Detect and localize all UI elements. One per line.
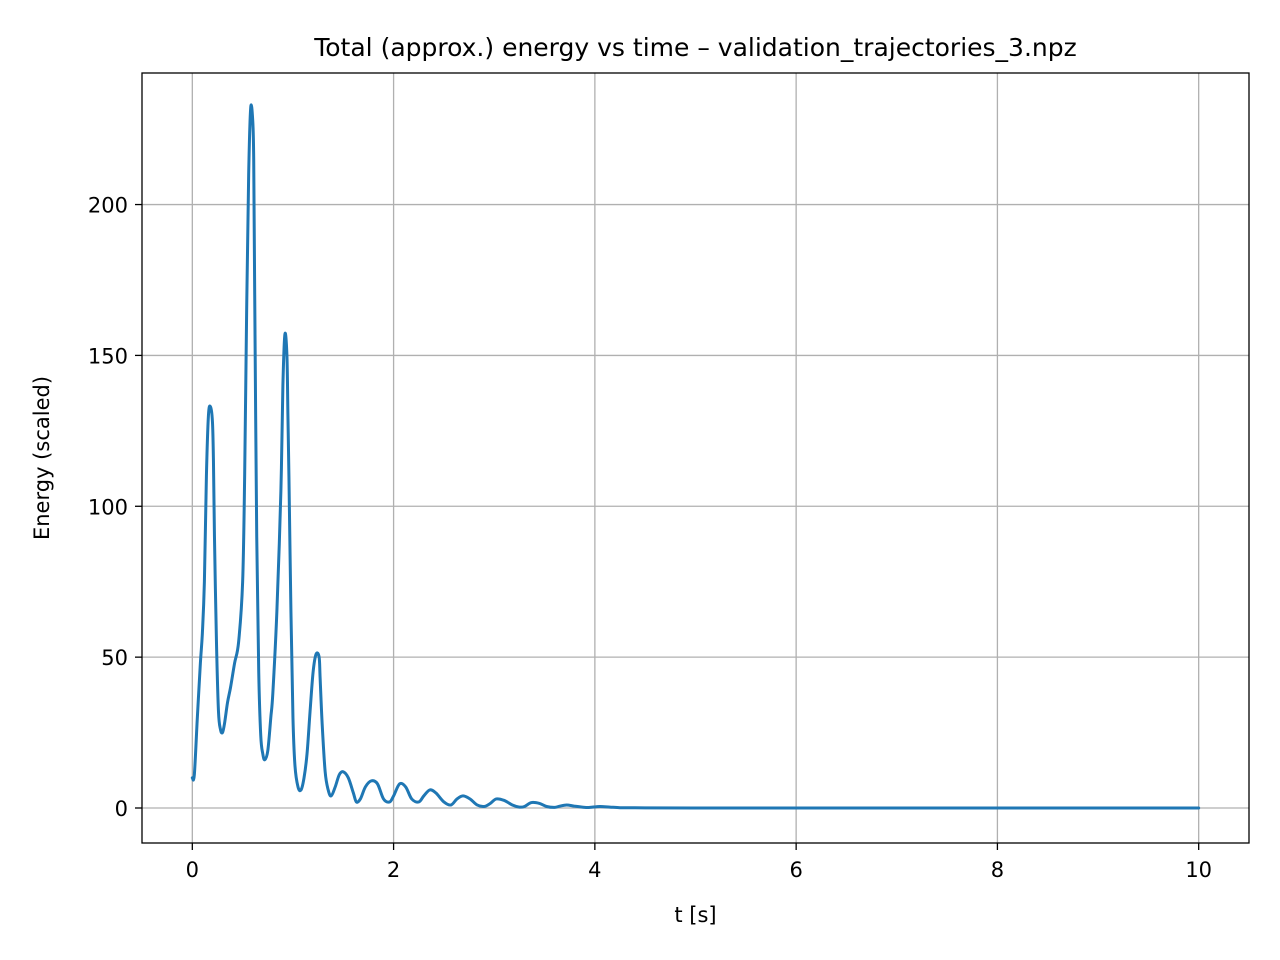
y-tick-label: 150 bbox=[88, 344, 128, 368]
x-axis-label: t [s] bbox=[674, 903, 716, 927]
x-tick-label: 6 bbox=[789, 858, 802, 882]
x-tick-label: 4 bbox=[588, 858, 601, 882]
y-tick-label: 50 bbox=[101, 646, 128, 670]
x-tick-label: 8 bbox=[991, 858, 1004, 882]
x-tick-label: 2 bbox=[387, 858, 400, 882]
x-tick-label: 0 bbox=[186, 858, 199, 882]
x-tick-label: 10 bbox=[1185, 858, 1212, 882]
grid bbox=[142, 73, 1249, 843]
y-axis-label: Energy (scaled) bbox=[30, 376, 54, 540]
y-tick-label: 0 bbox=[115, 797, 128, 821]
chart-title: Total (approx.) energy vs time – validat… bbox=[313, 33, 1077, 62]
plot-frame bbox=[141, 72, 1250, 844]
series-line-energy bbox=[190, 103, 1201, 810]
y-tick-label: 200 bbox=[88, 194, 128, 218]
series-layer bbox=[190, 103, 1201, 810]
y-tick-label: 100 bbox=[88, 495, 128, 519]
